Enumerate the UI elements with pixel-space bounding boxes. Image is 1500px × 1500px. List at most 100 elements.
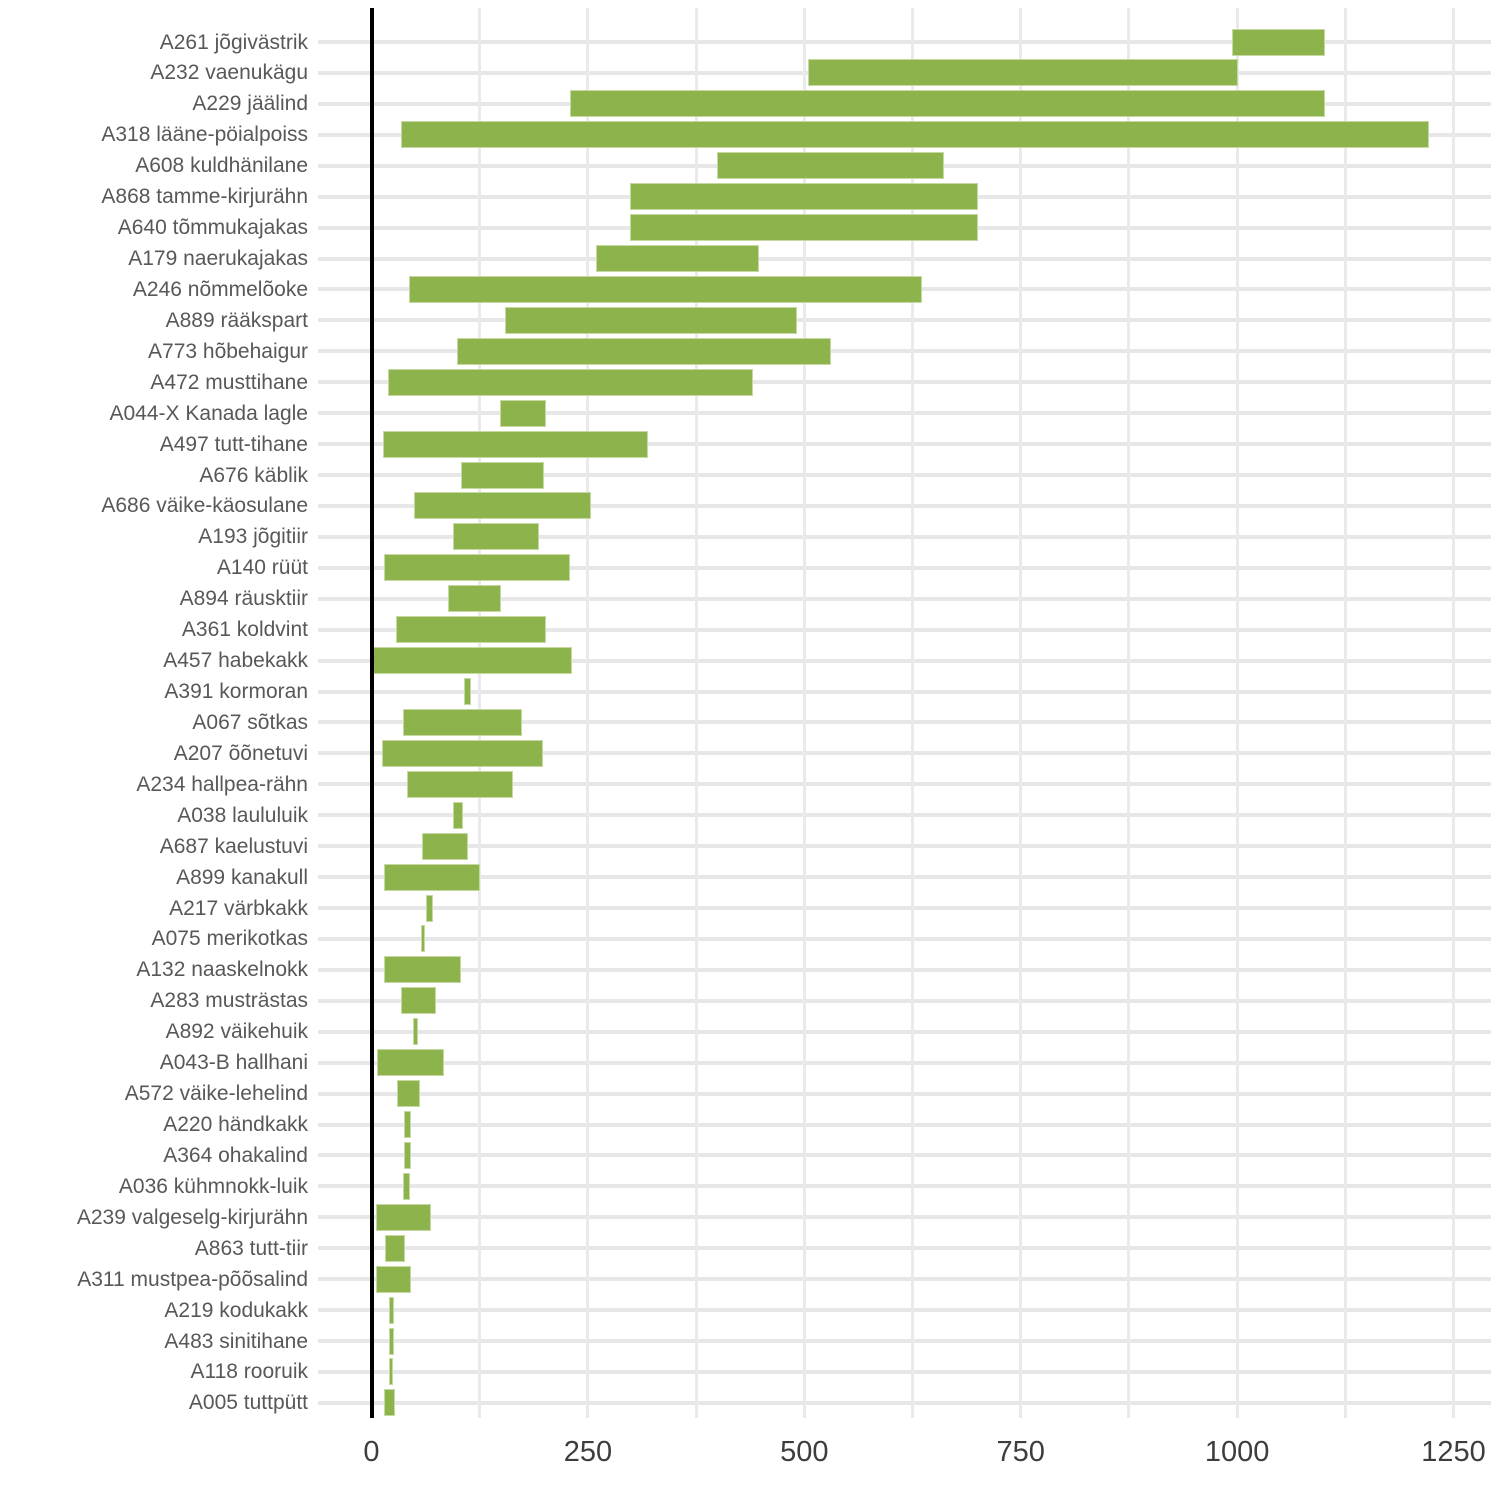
row-grid-line (318, 1277, 1491, 1282)
y-axis-label: A067 sõtkas (192, 710, 308, 734)
row-grid-line (318, 1246, 1491, 1251)
range-bar (426, 895, 433, 921)
range-bar (717, 153, 943, 179)
range-bar (388, 369, 753, 395)
y-axis-label: A179 naerukajakas (128, 247, 308, 270)
range-bar (376, 1266, 411, 1292)
row-grid-line (318, 1029, 1491, 1034)
x-grid-line (1343, 8, 1347, 1418)
range-bar (401, 122, 1428, 148)
row-grid-line (318, 596, 1491, 601)
x-axis-tick-label: 750 (996, 1436, 1045, 1468)
x-grid-line (802, 8, 806, 1418)
row-grid-line (318, 689, 1491, 694)
range-bar (631, 184, 978, 210)
row-grid-line (318, 906, 1491, 911)
range-bar (405, 1112, 411, 1138)
range-bar (401, 988, 435, 1014)
row-grid-line (318, 1091, 1491, 1096)
x-grid-line (586, 8, 590, 1418)
range-bar (389, 1359, 393, 1385)
row-grid-line (318, 503, 1491, 508)
range-bar (398, 1081, 420, 1107)
y-axis-label: A773 hõbehaigur (148, 339, 308, 363)
y-axis-label: A118 rooruik (190, 1360, 308, 1384)
y-axis-label: A483 sinitihane (164, 1329, 308, 1353)
range-bar (464, 679, 471, 705)
y-axis-label: A140 rüüt (216, 556, 308, 580)
row-grid-line (318, 782, 1491, 787)
range-bar (405, 1142, 410, 1168)
y-axis-label: A686 väike-käosulane (101, 494, 308, 518)
y-axis-label: A043-B hallhani (159, 1051, 308, 1075)
x-grid-line (1452, 8, 1455, 1418)
row-grid-line (318, 658, 1491, 663)
x-grid-line (1235, 8, 1239, 1418)
row-grid-line (318, 875, 1491, 880)
range-bar (501, 400, 545, 426)
y-axis-label: A676 käblik (199, 463, 308, 487)
y-axis-label: A868 tamme-kirjurähn (101, 185, 308, 209)
y-axis-label: A457 habekakk (163, 649, 308, 673)
y-axis-label: A036 kühmnokk-luik (118, 1174, 308, 1198)
row-grid-line (318, 256, 1491, 261)
range-bar (410, 276, 922, 302)
y-axis-label: A132 naaskelnokk (136, 958, 308, 982)
row-grid-line (318, 1308, 1491, 1313)
x-grid-line (1019, 8, 1023, 1418)
range-bar (403, 709, 522, 735)
range-bar (385, 957, 460, 983)
row-grid-line (318, 936, 1491, 941)
y-axis-label: A361 koldvint (181, 618, 308, 642)
row-grid-line (318, 967, 1491, 972)
row-grid-line (318, 627, 1491, 632)
y-axis-label: A234 hallpea-rähn (136, 772, 308, 796)
range-bar (570, 91, 1324, 117)
range-bar (386, 1235, 404, 1261)
x-axis-tick-label: 1000 (1204, 1436, 1270, 1468)
row-grid-line (318, 1400, 1491, 1405)
row-grid-line (318, 40, 1491, 44)
y-axis-label: A364 ohakalind (163, 1143, 308, 1167)
range-bar (1232, 29, 1324, 55)
y-axis-label: A391 kormoran (164, 680, 308, 704)
x-grid-line (911, 8, 914, 1418)
row-grid-line (318, 1339, 1491, 1344)
row-grid-line (318, 1369, 1491, 1374)
y-axis-label: A318 lääne-pöialpoiss (101, 123, 308, 147)
range-bar (384, 431, 647, 457)
y-axis-label: A311 mustpea-põõsalind (77, 1267, 308, 1291)
range-bar (376, 1204, 431, 1230)
row-grid-line (318, 1153, 1491, 1158)
row-grid-line (318, 844, 1491, 849)
range-bar (397, 617, 545, 643)
x-axis-tick-label: 250 (563, 1436, 613, 1468)
y-axis-label: A572 väike-lehelind (124, 1082, 308, 1106)
range-bar (423, 833, 467, 859)
y-axis-label: A229 jäälind (192, 92, 308, 116)
row-grid-line (318, 565, 1491, 570)
y-axis-label: A892 väikehuik (165, 1020, 308, 1044)
y-axis-label: A207 õõnetuvi (173, 741, 308, 765)
y-axis-label: A863 tutt-tiir (194, 1236, 308, 1260)
y-axis-label: A219 kodukakk (164, 1298, 308, 1322)
range-bar (389, 1328, 394, 1354)
range-bar (453, 802, 463, 828)
row-grid-line (318, 998, 1491, 1003)
range-bar (421, 926, 424, 952)
y-axis-label: A232 vaenukägu (150, 61, 308, 85)
y-axis-label: A472 musttihane (150, 370, 308, 394)
y-axis-label: A075 merikotkas (151, 927, 308, 951)
range-bar (505, 307, 796, 333)
range-bar (404, 1173, 409, 1199)
y-axis-label: A283 musträstas (150, 989, 308, 1013)
y-axis-label: A217 värbkakk (169, 896, 308, 920)
x-grid-line (1127, 8, 1131, 1418)
y-axis-label: A246 nõmmelõoke (132, 277, 308, 301)
x-grid-line (694, 8, 698, 1418)
x-axis-tick-label: 0 (363, 1436, 380, 1468)
row-grid-line (318, 751, 1491, 756)
row-grid-line (318, 473, 1491, 478)
row-grid-line (318, 1060, 1491, 1065)
range-bar (462, 462, 543, 488)
